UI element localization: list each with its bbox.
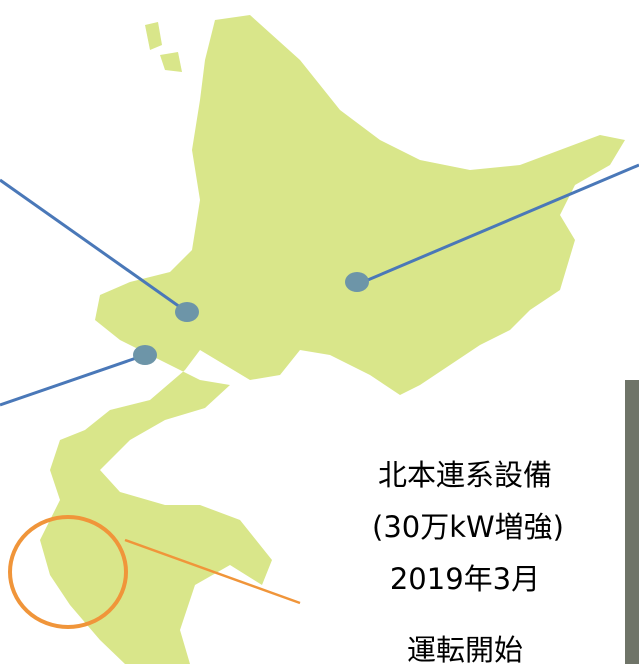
map: 北本連系設備 (30万kW増強) 2019年3月 運転開始	[0, 0, 639, 664]
annotation-line: 北本連系設備	[378, 458, 552, 492]
pointer-line	[0, 355, 145, 405]
island-small	[145, 22, 162, 50]
site-dot	[175, 302, 199, 322]
annotation: 北本連系設備 (30万kW増強) 2019年3月 運転開始	[372, 458, 564, 664]
annotation-line: (30万kW増強)	[372, 510, 564, 544]
site-dot	[133, 345, 157, 365]
photo-edge	[625, 380, 639, 664]
annotation-line: 2019年3月	[390, 562, 540, 596]
site-dot	[345, 272, 369, 292]
island-small	[160, 52, 182, 72]
annotation-line: 運転開始	[407, 633, 523, 664]
page: 北本連系設備 (30万kW増強) 2019年3月 運転開始 (() => { c…	[0, 0, 639, 664]
pointer-line	[0, 180, 187, 312]
